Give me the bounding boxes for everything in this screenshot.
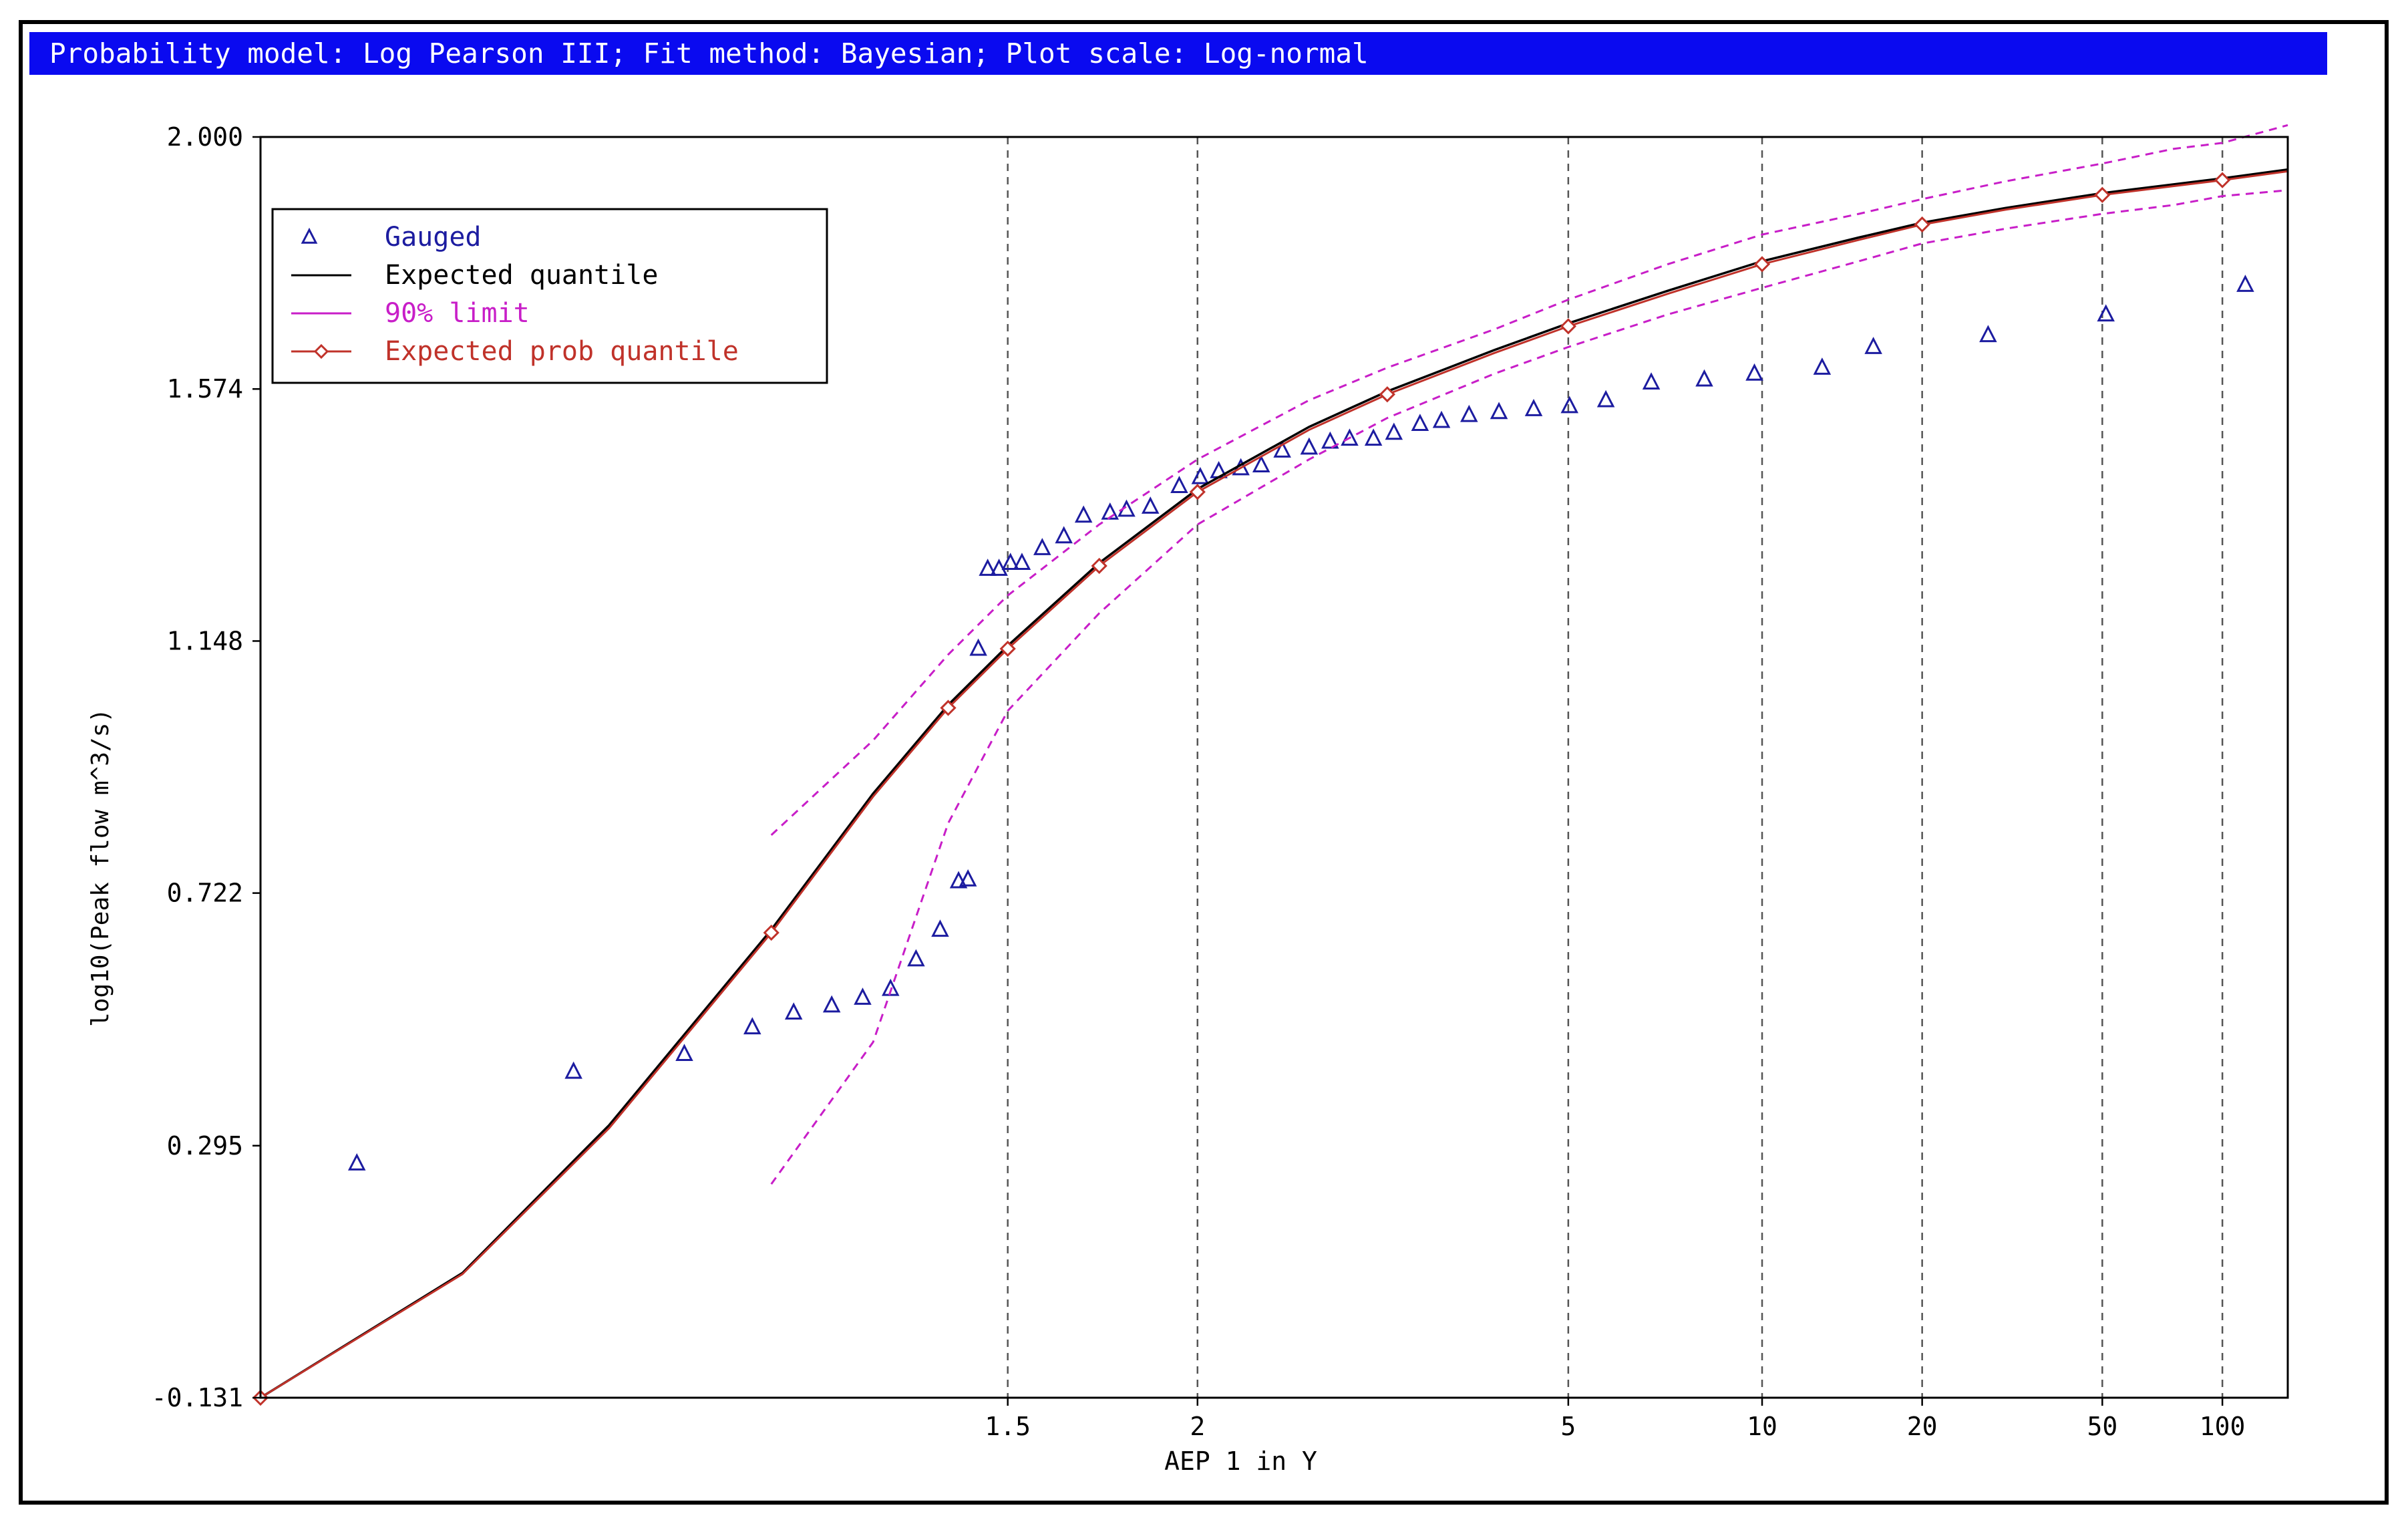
x-tick-label: 5 [1560, 1412, 1576, 1441]
expected-prob-quantile-line [260, 170, 2288, 1399]
x-tick-label: 50 [2087, 1412, 2117, 1441]
gauged-point [907, 949, 925, 967]
gauged-point [979, 559, 997, 576]
gauged-point [1273, 440, 1291, 458]
gauged-point [1596, 390, 1615, 408]
gauged-point [347, 1153, 366, 1171]
gauged-point [1460, 404, 1478, 422]
gauged-point [1745, 363, 1763, 381]
gauged-point [1170, 476, 1188, 493]
y-axis-label: log10(Peak flow m^3/s) [87, 708, 114, 1027]
expected-prob-marker [1379, 386, 1395, 403]
gauged-point [675, 1044, 693, 1062]
expected-prob-marker [763, 924, 780, 941]
chart-title-bar: Probability model: Log Pearson III; Fit … [29, 32, 2327, 75]
expected-prob-marker [1189, 484, 1206, 500]
gauged-point [1033, 538, 1051, 555]
y-tick-label: 1.574 [167, 374, 243, 404]
gauged-point [1101, 502, 1120, 520]
x-tick-label: 2 [1190, 1412, 1205, 1441]
y-axis: 2.000 1.574 1.148 0.722 0.295 -0.131 [152, 122, 261, 1412]
gauged-point [1300, 437, 1319, 455]
gauged-point [1524, 399, 1543, 416]
legend-swatch-diamond [313, 343, 329, 359]
y-tick-label: 0.295 [167, 1131, 243, 1161]
gauged-point [931, 919, 949, 937]
gauged-point [1432, 410, 1451, 428]
expected-prob-marker [1753, 256, 1771, 273]
x-tick-label: 20 [1907, 1412, 1938, 1441]
y-tick-label: 2.000 [167, 122, 243, 152]
x-tick-label: 100 [2200, 1412, 2246, 1441]
legend: Gauged Expected quantile 90% limit Expected… [271, 208, 828, 384]
x-tick-label: 1.5 [985, 1412, 1031, 1441]
gauged-point [1560, 396, 1579, 414]
gauged-point [882, 978, 900, 996]
gauged-point [1055, 526, 1073, 544]
gauged-point [1411, 414, 1429, 431]
gauged-point [1341, 428, 1359, 446]
legend-label: Gauged [385, 222, 482, 253]
limit-90-line [770, 124, 2288, 836]
gauged-point [1252, 455, 1270, 472]
gauged-point [1642, 372, 1661, 390]
gauged-point [854, 987, 872, 1005]
gauged-point [1141, 496, 1160, 514]
gauged-point [1385, 422, 1403, 440]
gauged-point [2236, 275, 2254, 292]
gauged-point [2097, 304, 2115, 322]
expected-quantile-line [260, 168, 2288, 1399]
gauged-point [1979, 325, 1997, 343]
gauged-point [1013, 553, 1031, 571]
gauged-point [1074, 505, 1093, 523]
legend-swatch-triangle [301, 227, 318, 244]
gauged-point [743, 1017, 761, 1035]
gauged-point [1695, 369, 1713, 387]
gauged-point [990, 559, 1008, 576]
gauged-point [1490, 402, 1508, 420]
gauged-point [1191, 466, 1210, 484]
expected-prob-marker [999, 640, 1016, 657]
y-tick-label: 1.148 [167, 626, 243, 655]
expected-prob-marker [1914, 216, 1930, 233]
gauged-point [1813, 357, 1832, 375]
gauged-point [959, 869, 977, 887]
gauged-point [949, 871, 968, 889]
x-tick-label: 10 [1747, 1412, 1777, 1441]
y-tick-label: -0.131 [152, 1383, 243, 1412]
grid-lines [1007, 137, 2224, 1398]
expected-prob-marker [2094, 186, 2111, 203]
gauged-point [1321, 431, 1339, 449]
expected-prob-marker [2214, 172, 2231, 188]
legend-box [271, 208, 828, 384]
gauged-point [1364, 428, 1383, 446]
gauged-point [564, 1061, 582, 1079]
x-axis: 1.5 2 5 10 20 50 100 [985, 1398, 2245, 1441]
y-tick-label: 0.722 [167, 879, 243, 908]
legend-label: 90% limit [385, 298, 530, 329]
gauged-point [822, 995, 841, 1013]
gauged-point [969, 638, 987, 656]
expected-prob-marker [940, 700, 957, 716]
gauged-point [1864, 337, 1882, 354]
expected-prob-marker [1091, 557, 1107, 575]
expected-prob-marker [1560, 318, 1576, 335]
series-layer [252, 124, 2288, 1406]
x-axis-label: AEP 1 in Y [1164, 1446, 1317, 1476]
plot-area [259, 136, 2289, 1399]
legend-label: Expected quantile [385, 260, 658, 291]
limit-90-line [770, 189, 2288, 1185]
legend-label: Expected prob quantile [385, 336, 739, 367]
gauged-point [784, 1002, 803, 1020]
gauged-point [1001, 553, 1019, 571]
